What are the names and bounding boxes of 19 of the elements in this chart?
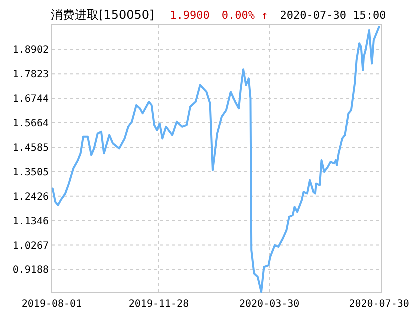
y-tick-label: 1.3505 (12, 167, 49, 178)
y-tick-label: 1.0267 (12, 240, 49, 252)
x-tick-label: 2019-11-28 (128, 299, 190, 310)
y-tick-label: 1.5664 (12, 118, 49, 130)
chart-title: 消费进取[150050] (51, 8, 154, 22)
text: 2020-07-30 15:00 (280, 9, 386, 22)
line-series (52, 26, 380, 294)
y-tick-label: 1.2426 (12, 192, 49, 203)
text: 1.9900 (170, 9, 210, 22)
y-tick-label: 1.4585 (12, 142, 49, 154)
x-tick-label: 2020-07-30 (349, 299, 410, 310)
x-tick-label: 2020-03-30 (239, 299, 300, 310)
text: 0.00% ↑ (222, 9, 268, 22)
x-tick-label: 2019-08-01 (22, 299, 82, 310)
y-tick-label: 1.7823 (12, 70, 49, 81)
y-tick-label: 0.9188 (12, 265, 49, 276)
y-tick-label: 1.1346 (12, 216, 49, 228)
y-tick-label: 1.6744 (12, 94, 49, 106)
y-tick-label: 1.8902 (12, 45, 49, 56)
